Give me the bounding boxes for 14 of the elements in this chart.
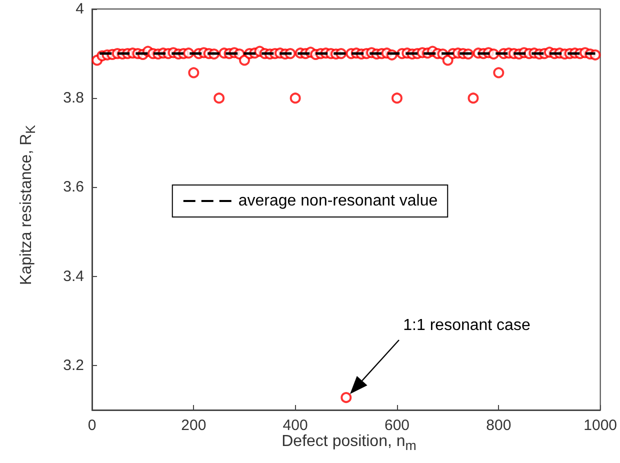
x-tick-label: 600	[384, 417, 410, 434]
y-tick-label: 3.6	[63, 178, 84, 196]
x-tick-label: 1000	[584, 417, 618, 434]
x-tick-label: 200	[181, 417, 206, 434]
x-tick-label: 0	[88, 417, 96, 434]
y-tick-label: 3.4	[63, 268, 84, 285]
annotation: 1:1 resonant case	[403, 316, 530, 335]
x-tick-label: 400	[282, 417, 308, 434]
x-axis-title: Defect position, n$_{m}$	[280, 433, 418, 454]
y-tick-label: 3.2	[63, 356, 84, 374]
x-tick-label: 800	[486, 417, 512, 434]
y-tick-label: 3.8	[63, 90, 84, 107]
legend-label: average non-resonant value	[238, 192, 438, 210]
y-tick-label: 4	[76, 0, 84, 18]
